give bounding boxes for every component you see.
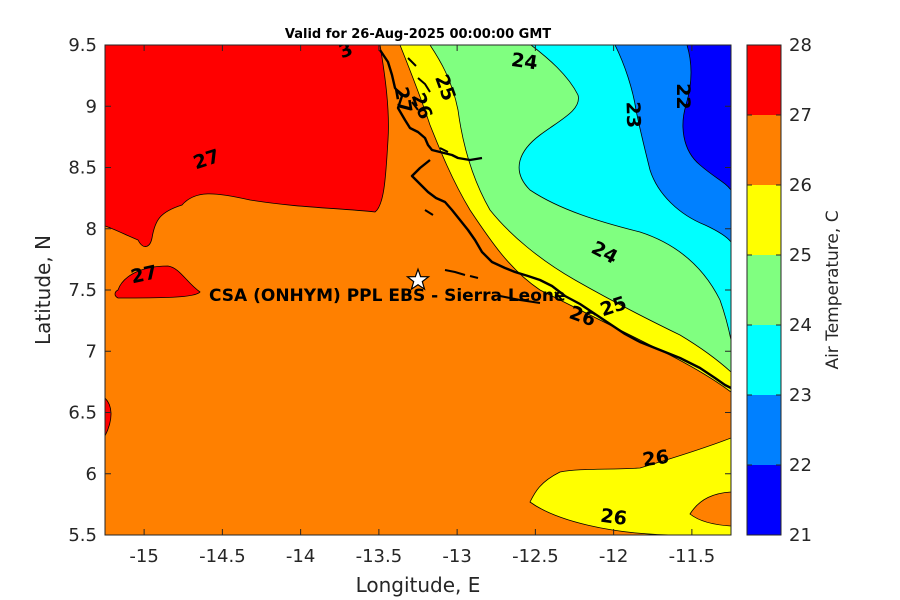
colorbar-segment — [747, 45, 781, 115]
colorbar-label: Air Temperature, C — [823, 210, 843, 369]
x-tick-label: -13 — [442, 546, 471, 567]
x-tick-label: -13.5 — [356, 546, 403, 567]
colorbar-tick-label: 28 — [789, 35, 812, 56]
colorbar-tick-label: 22 — [789, 455, 812, 476]
y-tick-label: 8.5 — [68, 158, 97, 179]
colorbar-tick-label: 27 — [789, 105, 812, 126]
site-star-icon — [405, 267, 431, 291]
x-tick-label: -14 — [286, 546, 315, 567]
y-tick-label: 7.5 — [68, 280, 97, 301]
x-tick-label: -12 — [599, 546, 628, 567]
colorbar-tick-label: 23 — [789, 385, 812, 406]
colorbar-tick-label: 25 — [789, 245, 812, 266]
contour-label: 24 — [510, 49, 539, 74]
contour-label: 26 — [599, 505, 628, 530]
band-below-22 — [682, 45, 731, 191]
band-24-25-south — [529, 437, 731, 535]
contour-label: 27 — [390, 85, 416, 115]
colorbar-segment — [747, 115, 781, 185]
x-tick-label: -12.5 — [512, 546, 559, 567]
x-tick-label: -14.5 — [199, 546, 246, 567]
colorbar-segment — [747, 465, 781, 535]
coastline — [379, 49, 731, 390]
coastline-islands — [407, 57, 563, 304]
contour-label: 3 — [336, 38, 356, 63]
y-tick-label: 6.5 — [68, 403, 97, 424]
site-label: CSA (ONHYM) PPL EBS - Sierra Leone — [209, 286, 566, 306]
colorbar: 21 22 23 24 25 26 27 28 — [746, 35, 812, 546]
site-marker: CSA (ONHYM) PPL EBS - Sierra Leone — [209, 267, 566, 306]
map-title: Valid for 26-Aug-2025 00:00:00 GMT — [285, 27, 551, 42]
band-24-25-southeast — [689, 491, 731, 527]
band-26-27-northwest — [105, 45, 389, 247]
contour-label: 22 — [672, 83, 694, 109]
colorbar-segment — [747, 255, 781, 325]
y-tick-label: 9 — [86, 96, 97, 117]
x-tick-label: -11.5 — [669, 546, 716, 567]
y-tick-label: 6 — [86, 464, 97, 485]
x-tick-label: -15 — [129, 546, 158, 567]
y-axis-ticks: 5.5 6 6.5 7 7.5 8 8.5 9 9.5 — [68, 35, 731, 546]
contour-label: 26 — [641, 446, 670, 471]
band-26-27-west — [114, 265, 201, 299]
colorbar-segment — [747, 325, 781, 395]
y-axis-label: Latitude, N — [31, 235, 55, 345]
y-tick-label: 9.5 — [68, 35, 97, 56]
colorbar-tick-label: 26 — [789, 175, 812, 196]
colorbar-frame — [746, 44, 782, 536]
colorbar-tick-label: 24 — [789, 315, 812, 336]
y-tick-label: 7 — [86, 341, 97, 362]
x-axis-ticks: -15 -14.5 -14 -13.5 -13 -12.5 -12 -11.5 — [129, 45, 715, 567]
contour-label: 27 — [129, 261, 159, 288]
colorbar-segment — [747, 185, 781, 255]
y-tick-label: 8 — [86, 219, 97, 240]
contour-label: 23 — [621, 101, 644, 128]
colorbar-tick-label: 21 — [789, 525, 812, 546]
x-axis-label: Longitude, E — [356, 573, 481, 597]
colorbar-segment — [747, 395, 781, 465]
y-tick-label: 5.5 — [68, 525, 97, 546]
